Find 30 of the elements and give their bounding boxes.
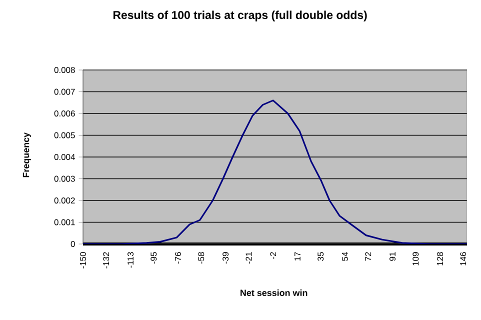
y-tick-label: 0.006 xyxy=(54,110,75,116)
y-tick-label: 0.001 xyxy=(54,219,75,226)
x-tick-label: -58 xyxy=(198,252,204,264)
x-tick-label: 54 xyxy=(342,252,348,261)
y-tick-label: 0.007 xyxy=(54,88,75,95)
y-tick-label: 0.002 xyxy=(54,198,75,204)
y-tick-label: 0.003 xyxy=(54,176,75,182)
x-tick-label: -113 xyxy=(128,252,134,268)
x-tick-label: -21 xyxy=(246,252,252,264)
x-tick-label: 146 xyxy=(460,252,466,266)
x-tick-label: 17 xyxy=(294,252,300,261)
line-series xyxy=(83,100,468,244)
x-tick-label: -2 xyxy=(270,252,276,259)
y-axis-title: Frequency xyxy=(22,132,31,178)
x-tick-label: 109 xyxy=(412,252,419,266)
x-tick-label: -76 xyxy=(175,252,182,264)
x-tick-label: -150 xyxy=(80,252,86,268)
chart-title: Results of 100 trials at craps (full double odds) xyxy=(113,10,367,22)
x-tick-label: 91 xyxy=(390,252,396,261)
x-tick-label: 128 xyxy=(437,252,444,266)
x-tick-label: -132 xyxy=(103,252,110,268)
x-tick-label: 35 xyxy=(318,252,324,261)
y-tick-label: 0 xyxy=(70,241,75,247)
x-tick-label: 72 xyxy=(365,252,372,261)
y-tick-label: 0.005 xyxy=(54,132,75,138)
x-axis-title: Net session win xyxy=(240,289,308,296)
x-tick-label: -95 xyxy=(150,252,157,264)
y-tick-label: 0.008 xyxy=(54,67,75,73)
y-tick-label: 0.004 xyxy=(54,154,75,160)
x-tick-label: -39 xyxy=(222,252,229,264)
